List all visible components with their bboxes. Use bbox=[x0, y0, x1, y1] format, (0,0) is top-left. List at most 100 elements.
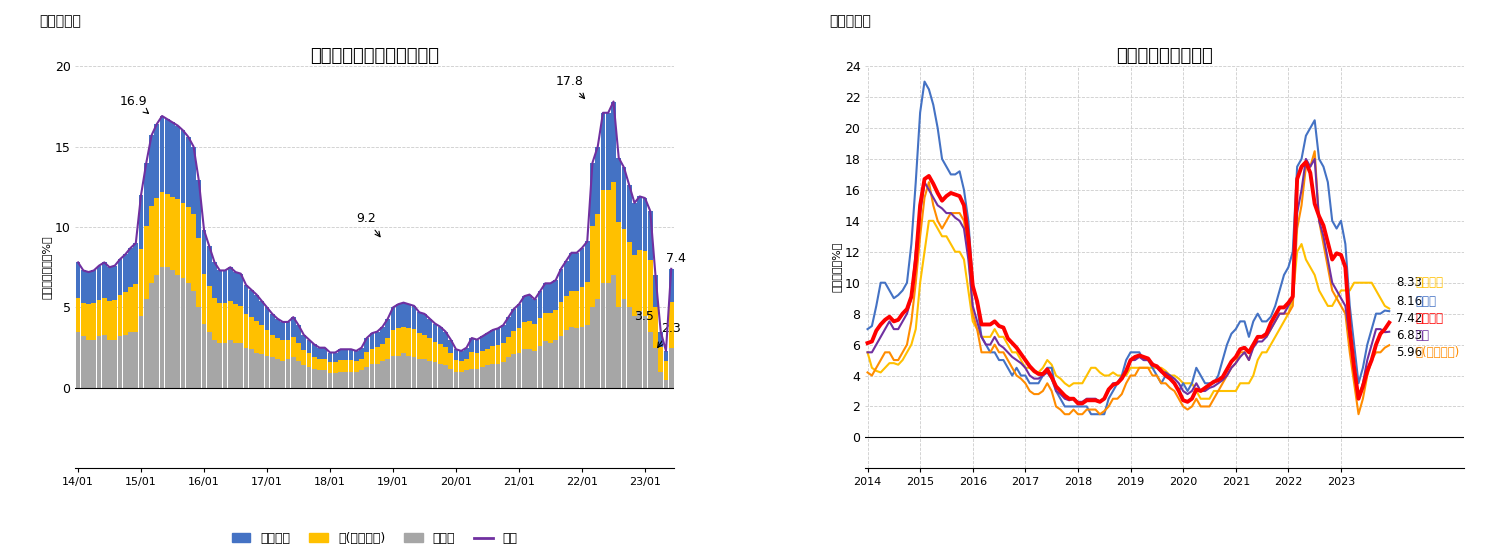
Bar bbox=[611, 276, 616, 388]
Bar bbox=[564, 330, 569, 388]
Bar bbox=[484, 365, 490, 388]
Bar bbox=[448, 339, 453, 353]
Bar bbox=[438, 364, 442, 388]
Bar bbox=[475, 353, 480, 369]
Bar bbox=[611, 101, 616, 182]
Bar bbox=[643, 198, 647, 251]
Bar bbox=[192, 147, 196, 214]
Bar bbox=[217, 271, 222, 304]
Bar bbox=[113, 339, 118, 388]
Bar bbox=[626, 242, 632, 307]
Bar bbox=[622, 299, 626, 388]
Text: （図表２）: （図表２） bbox=[830, 14, 871, 28]
Bar bbox=[122, 255, 128, 292]
Bar bbox=[527, 349, 531, 388]
Bar bbox=[537, 318, 542, 346]
Bar bbox=[616, 158, 622, 222]
Bar bbox=[516, 328, 522, 353]
Bar bbox=[590, 163, 595, 226]
Bar bbox=[522, 296, 527, 322]
Bar bbox=[103, 298, 107, 335]
Bar bbox=[223, 271, 228, 304]
Bar bbox=[312, 344, 317, 356]
Bar bbox=[75, 298, 80, 332]
Bar bbox=[495, 364, 501, 388]
Bar bbox=[323, 348, 327, 359]
Bar bbox=[317, 359, 321, 370]
Bar bbox=[438, 327, 442, 344]
Bar bbox=[374, 364, 380, 388]
Bar bbox=[385, 359, 391, 388]
Bar bbox=[238, 306, 243, 343]
Bar bbox=[533, 324, 537, 351]
Bar bbox=[249, 317, 254, 349]
Bar bbox=[637, 197, 643, 250]
Bar bbox=[433, 362, 438, 388]
Bar bbox=[554, 310, 558, 339]
Bar bbox=[306, 339, 311, 353]
Bar bbox=[490, 330, 495, 346]
Bar bbox=[192, 291, 196, 388]
Bar bbox=[296, 343, 300, 360]
Bar bbox=[647, 211, 652, 261]
Bar bbox=[658, 372, 662, 388]
Bar bbox=[516, 304, 522, 328]
Bar bbox=[558, 302, 563, 337]
Bar bbox=[512, 354, 516, 388]
Bar bbox=[327, 374, 332, 388]
Bar bbox=[585, 241, 590, 283]
Bar bbox=[522, 322, 527, 349]
Bar bbox=[423, 314, 427, 334]
Bar bbox=[86, 305, 91, 339]
Bar bbox=[243, 348, 249, 388]
Bar bbox=[97, 300, 101, 337]
Bar bbox=[349, 372, 353, 388]
Bar bbox=[607, 283, 611, 388]
Bar bbox=[480, 351, 484, 367]
Bar bbox=[653, 307, 658, 348]
Bar bbox=[164, 267, 169, 388]
Bar bbox=[637, 250, 643, 311]
Bar bbox=[281, 341, 285, 360]
Bar bbox=[554, 339, 558, 388]
Bar bbox=[601, 190, 605, 283]
Bar bbox=[522, 349, 527, 388]
Bar bbox=[501, 325, 506, 343]
Bar bbox=[217, 304, 222, 343]
Text: 17.8: 17.8 bbox=[555, 75, 584, 99]
Bar bbox=[658, 347, 662, 372]
Bar bbox=[632, 203, 637, 255]
Bar bbox=[228, 301, 232, 339]
Bar bbox=[234, 343, 238, 388]
Bar bbox=[118, 337, 122, 388]
Bar bbox=[537, 291, 542, 318]
Bar bbox=[385, 318, 391, 338]
Bar bbox=[380, 360, 385, 388]
Bar bbox=[543, 312, 548, 341]
Bar bbox=[302, 365, 306, 388]
Bar bbox=[537, 346, 542, 388]
Bar bbox=[370, 349, 374, 364]
Text: 5.96: 5.96 bbox=[1396, 346, 1421, 359]
Bar bbox=[653, 276, 658, 307]
Bar bbox=[128, 332, 133, 388]
Text: 8.16: 8.16 bbox=[1396, 295, 1421, 308]
Bar bbox=[128, 248, 133, 287]
Bar bbox=[154, 276, 158, 388]
Bar bbox=[333, 374, 338, 388]
Bar bbox=[527, 295, 531, 321]
Bar bbox=[260, 301, 264, 325]
Text: 16.9: 16.9 bbox=[121, 95, 148, 114]
Bar bbox=[213, 339, 217, 388]
Bar bbox=[160, 267, 164, 388]
Bar bbox=[469, 338, 474, 352]
Bar bbox=[275, 359, 279, 388]
Bar bbox=[243, 314, 249, 348]
Bar bbox=[349, 360, 353, 372]
Bar bbox=[92, 339, 97, 388]
Bar bbox=[81, 304, 86, 337]
Bar bbox=[333, 363, 338, 374]
Bar bbox=[512, 331, 516, 354]
Bar bbox=[296, 360, 300, 388]
Bar bbox=[465, 359, 469, 370]
